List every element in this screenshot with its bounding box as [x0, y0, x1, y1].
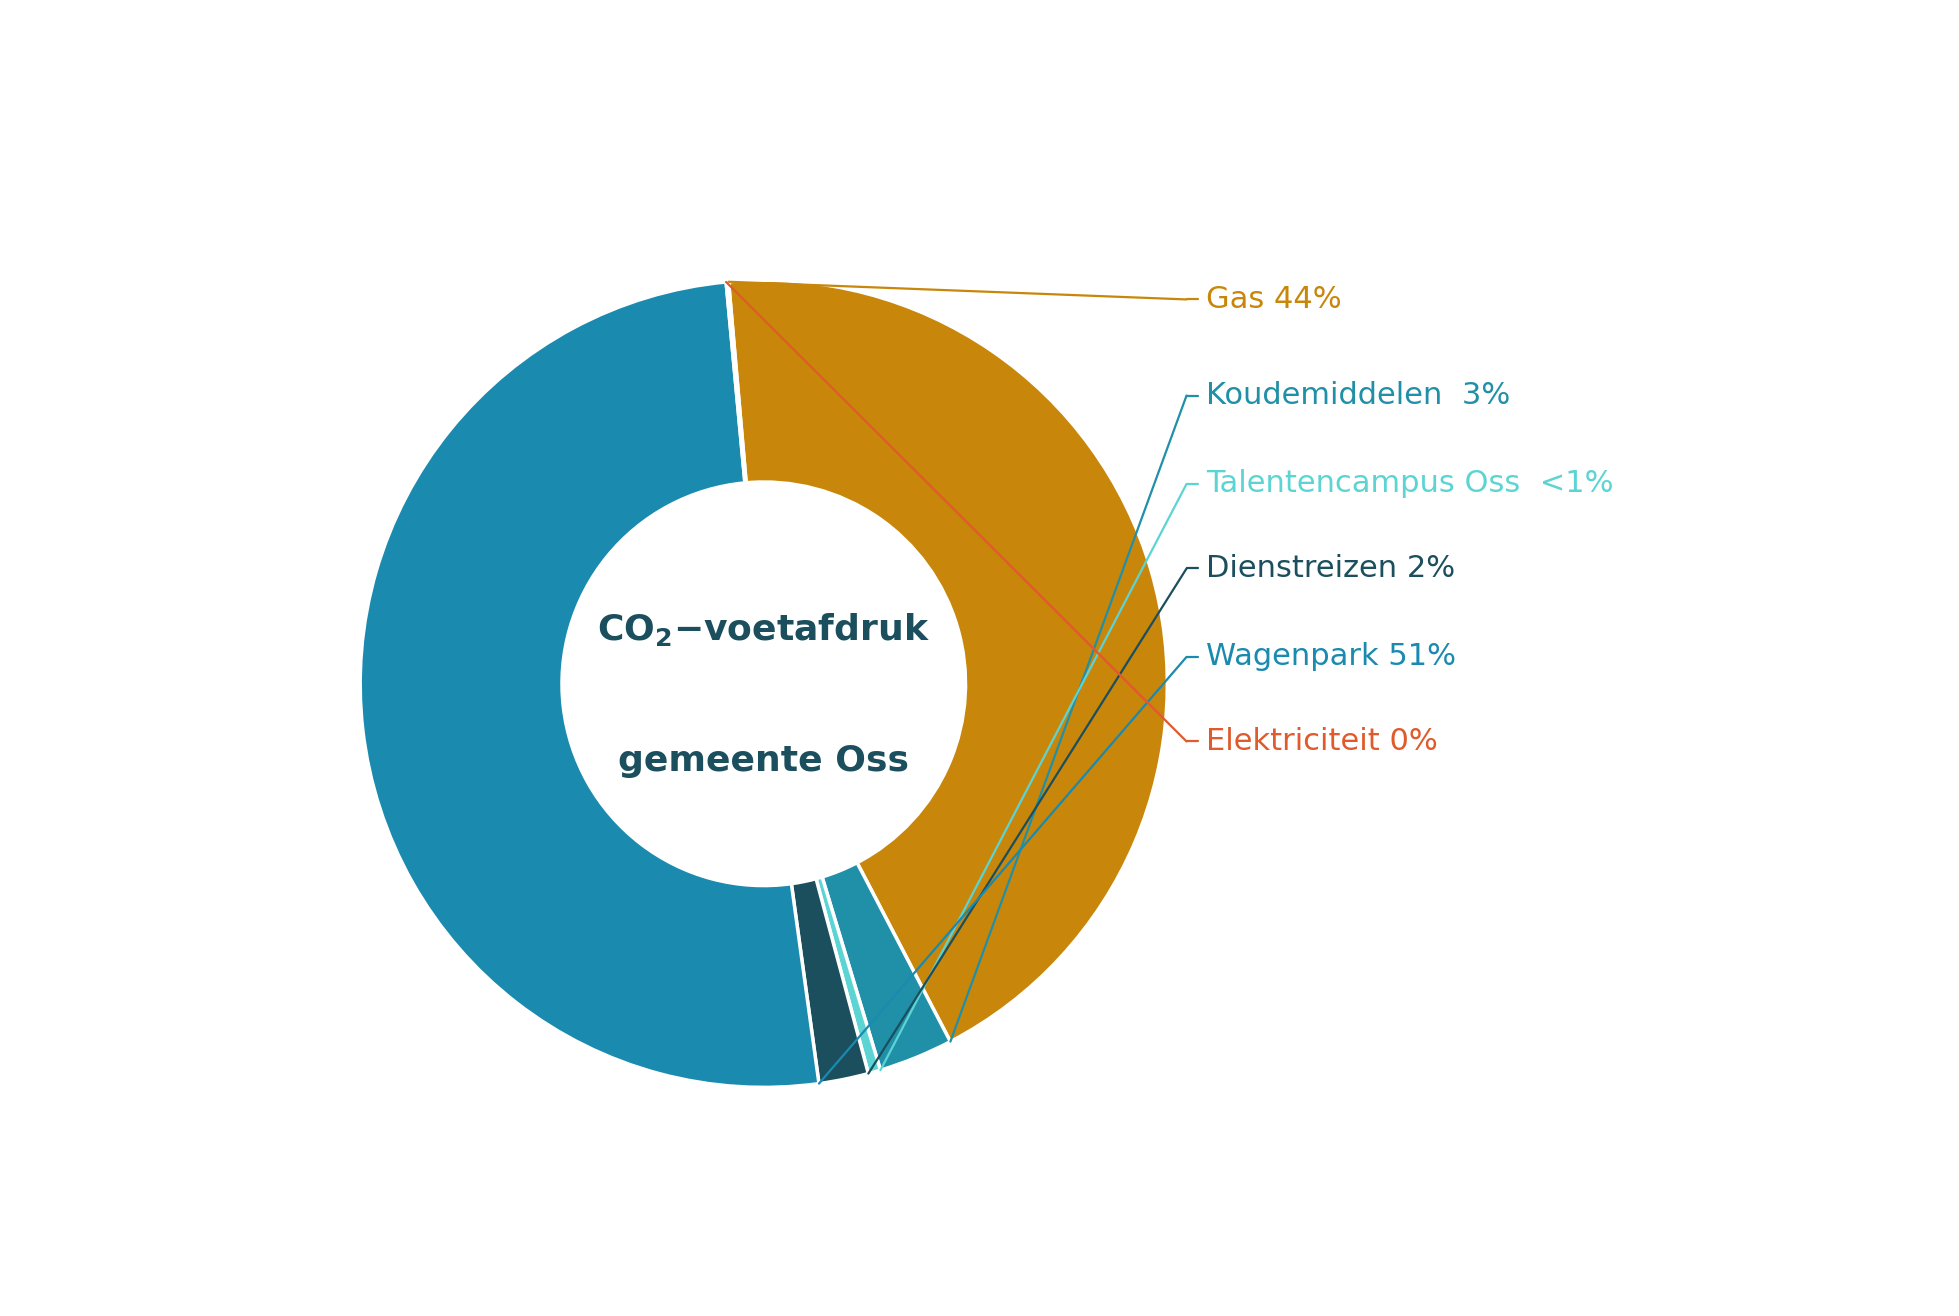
- Text: Gas 44%: Gas 44%: [1207, 286, 1342, 315]
- Text: Elektriciteit 0%: Elektriciteit 0%: [1207, 726, 1438, 755]
- Wedge shape: [360, 282, 819, 1087]
- Text: gemeente Oss: gemeente Oss: [619, 744, 909, 778]
- Wedge shape: [817, 876, 880, 1074]
- Wedge shape: [823, 863, 950, 1070]
- Wedge shape: [727, 282, 746, 483]
- Wedge shape: [729, 280, 1168, 1042]
- Text: Dienstreizen 2%: Dienstreizen 2%: [1207, 554, 1456, 583]
- Wedge shape: [791, 879, 868, 1083]
- Text: $\mathbf{CO_2}$$\mathbf{-voetafdruk}$: $\mathbf{CO_2}$$\mathbf{-voetafdruk}$: [597, 612, 931, 649]
- Text: Talentencampus Oss  <1%: Talentencampus Oss <1%: [1207, 470, 1614, 499]
- Text: Wagenpark 51%: Wagenpark 51%: [1207, 642, 1456, 671]
- Text: Koudemiddelen  3%: Koudemiddelen 3%: [1207, 382, 1510, 411]
